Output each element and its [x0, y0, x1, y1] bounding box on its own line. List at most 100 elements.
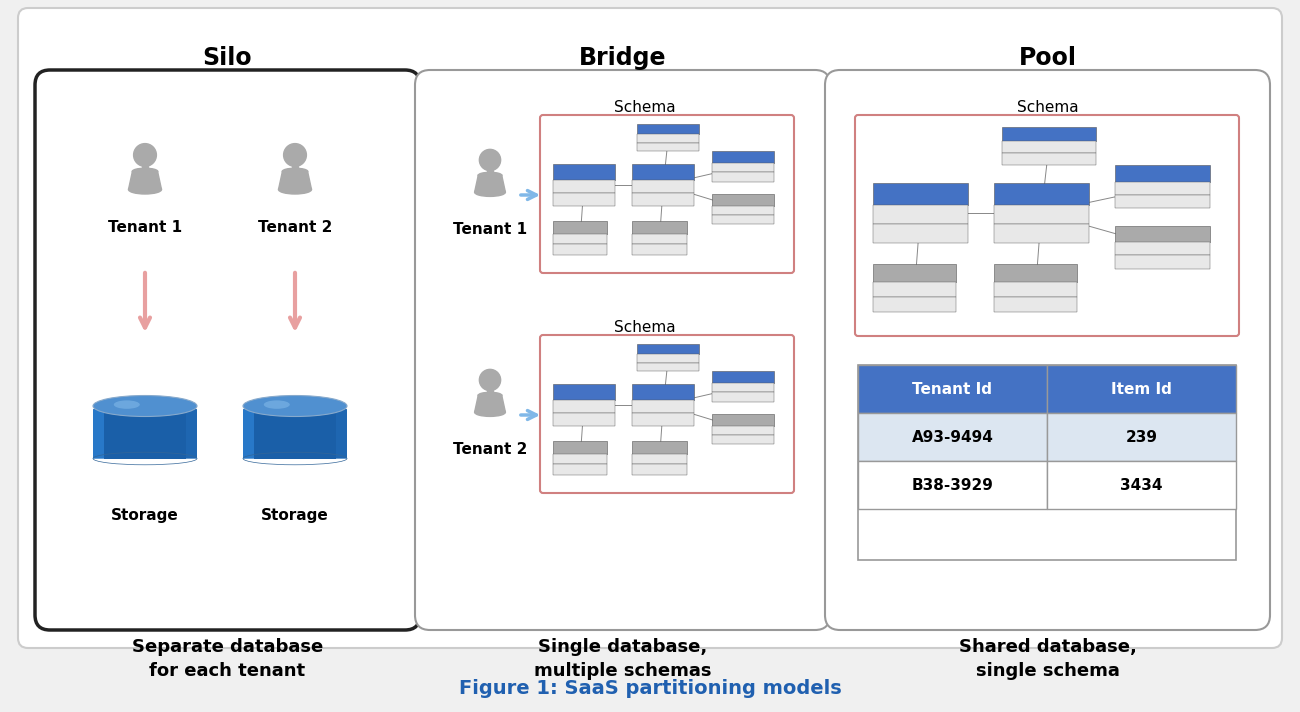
- Bar: [994, 264, 1078, 282]
- Bar: [632, 164, 694, 179]
- Bar: [1115, 242, 1209, 255]
- Ellipse shape: [264, 400, 290, 409]
- Text: Silo: Silo: [203, 46, 252, 70]
- Bar: [711, 414, 773, 426]
- Polygon shape: [335, 402, 347, 459]
- Polygon shape: [94, 402, 198, 459]
- Polygon shape: [255, 402, 335, 459]
- Ellipse shape: [243, 395, 347, 417]
- Bar: [874, 205, 967, 224]
- Text: Storage: Storage: [261, 508, 329, 523]
- Text: Tenant 1: Tenant 1: [108, 220, 182, 235]
- Bar: [552, 164, 615, 179]
- Ellipse shape: [282, 168, 308, 175]
- Polygon shape: [278, 172, 312, 189]
- Bar: [552, 413, 615, 426]
- Bar: [637, 143, 699, 152]
- Bar: [858, 413, 1046, 461]
- Text: Tenant 2: Tenant 2: [452, 442, 528, 457]
- Bar: [632, 234, 686, 244]
- Bar: [1046, 461, 1236, 509]
- Bar: [552, 454, 607, 464]
- Polygon shape: [104, 402, 186, 459]
- Text: Bridge: Bridge: [578, 46, 666, 70]
- Bar: [874, 264, 957, 282]
- Bar: [1115, 255, 1209, 268]
- Bar: [632, 193, 694, 206]
- Circle shape: [134, 144, 156, 167]
- Bar: [552, 221, 607, 234]
- Text: Single database,
multiple schemas: Single database, multiple schemas: [534, 638, 711, 679]
- Text: Pool: Pool: [1018, 46, 1076, 70]
- Bar: [292, 165, 298, 172]
- Polygon shape: [474, 175, 506, 192]
- Bar: [994, 205, 1088, 224]
- Text: Figure 1: SaaS partitioning models: Figure 1: SaaS partitioning models: [459, 679, 841, 698]
- Bar: [632, 399, 694, 413]
- Bar: [632, 464, 686, 475]
- Ellipse shape: [478, 172, 502, 179]
- Bar: [1115, 165, 1209, 182]
- Bar: [552, 384, 615, 399]
- Ellipse shape: [114, 400, 140, 409]
- Ellipse shape: [94, 395, 198, 417]
- Ellipse shape: [129, 185, 161, 194]
- Text: Schema: Schema: [614, 320, 676, 335]
- Bar: [711, 392, 773, 402]
- Ellipse shape: [133, 168, 157, 175]
- Polygon shape: [243, 402, 347, 459]
- Bar: [1046, 413, 1236, 461]
- Bar: [632, 454, 686, 464]
- Bar: [711, 215, 773, 224]
- Text: Storage: Storage: [111, 508, 179, 523]
- Bar: [552, 464, 607, 475]
- Bar: [632, 413, 694, 426]
- Bar: [632, 384, 694, 399]
- FancyBboxPatch shape: [35, 70, 420, 630]
- Bar: [711, 426, 773, 435]
- Text: Schema: Schema: [1017, 100, 1078, 115]
- Bar: [1115, 226, 1209, 242]
- Bar: [552, 441, 607, 454]
- Bar: [142, 165, 148, 172]
- Bar: [874, 182, 967, 205]
- Bar: [711, 372, 773, 383]
- Text: Tenant 2: Tenant 2: [257, 220, 333, 235]
- Circle shape: [480, 150, 500, 171]
- Text: Schema: Schema: [614, 100, 676, 115]
- Bar: [858, 365, 1236, 560]
- Text: 239: 239: [1126, 429, 1157, 444]
- Bar: [874, 282, 957, 297]
- FancyBboxPatch shape: [18, 8, 1282, 648]
- Bar: [552, 193, 615, 206]
- Bar: [1001, 127, 1096, 141]
- Text: Tenant 1: Tenant 1: [452, 222, 526, 237]
- Bar: [994, 297, 1078, 312]
- Ellipse shape: [278, 185, 312, 194]
- Bar: [1001, 141, 1096, 153]
- Bar: [552, 244, 607, 255]
- Text: B38-3929: B38-3929: [911, 478, 993, 493]
- Circle shape: [480, 370, 500, 391]
- Bar: [1115, 182, 1209, 195]
- Bar: [874, 224, 967, 243]
- Polygon shape: [94, 402, 104, 459]
- Bar: [711, 206, 773, 215]
- Polygon shape: [474, 395, 506, 412]
- Bar: [632, 179, 694, 193]
- Text: Shared database,
single schema: Shared database, single schema: [958, 638, 1136, 679]
- Ellipse shape: [478, 392, 502, 399]
- Text: Item Id: Item Id: [1112, 382, 1171, 397]
- Bar: [637, 355, 699, 363]
- Bar: [552, 179, 615, 193]
- Bar: [994, 182, 1088, 205]
- Bar: [858, 365, 1046, 413]
- Polygon shape: [186, 402, 198, 459]
- Text: Separate database
for each tenant: Separate database for each tenant: [131, 638, 324, 679]
- Bar: [711, 194, 773, 206]
- Bar: [632, 244, 686, 255]
- Bar: [1046, 365, 1236, 413]
- Bar: [874, 297, 957, 312]
- FancyBboxPatch shape: [540, 115, 794, 273]
- FancyBboxPatch shape: [855, 115, 1239, 336]
